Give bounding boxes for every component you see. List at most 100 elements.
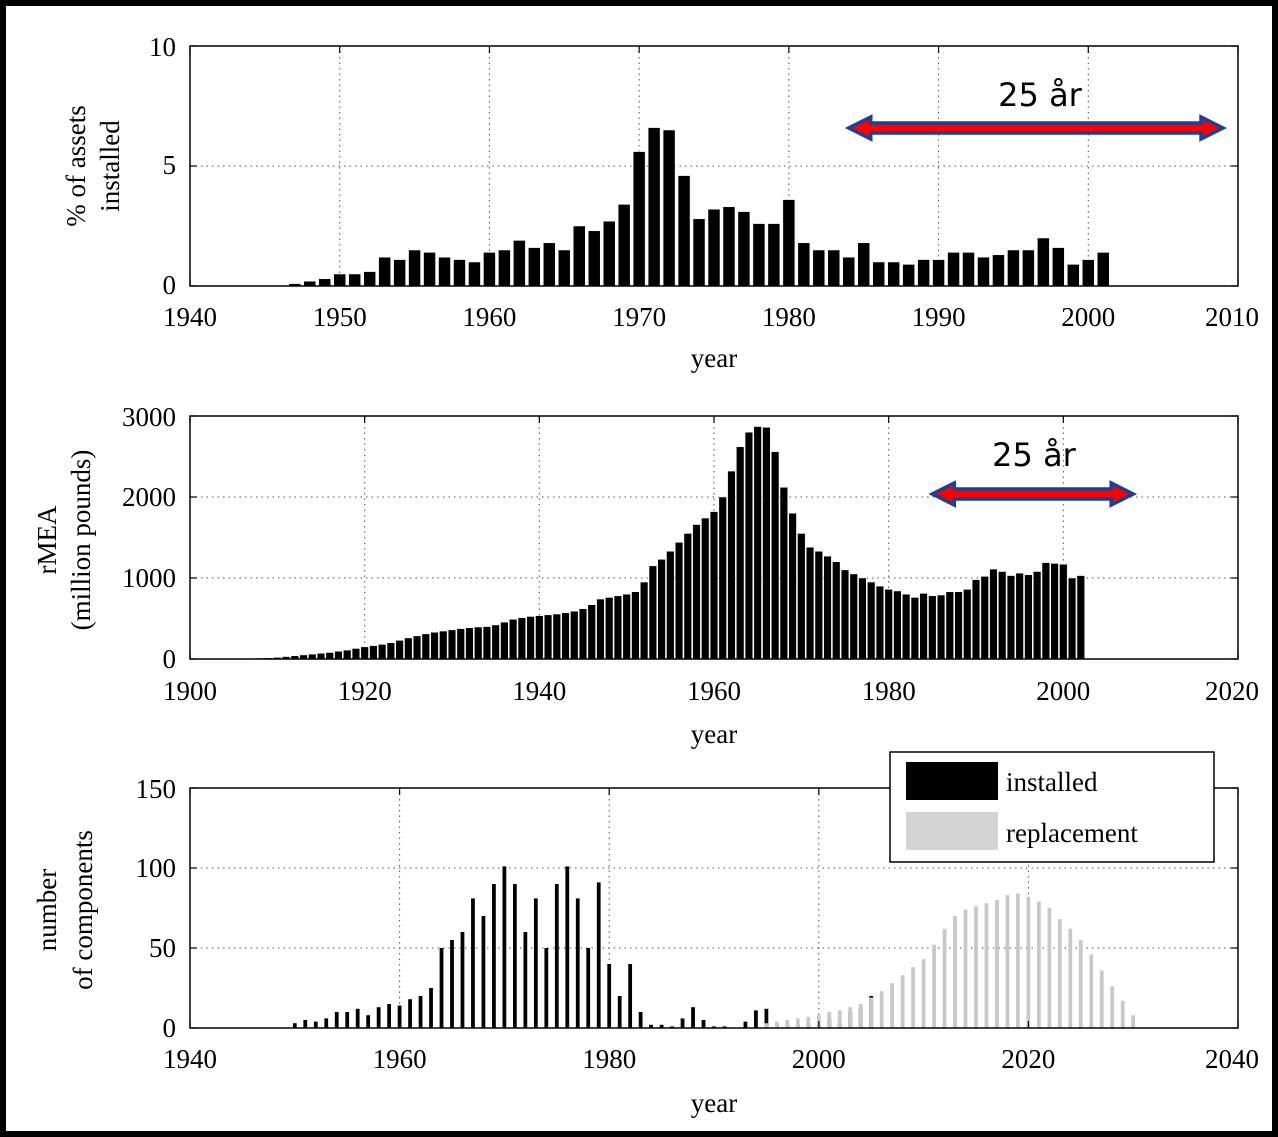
bar-installed — [754, 1010, 758, 1028]
bar-value — [570, 610, 579, 660]
bar-value — [814, 551, 823, 660]
bar-value — [468, 261, 481, 287]
bar-value — [596, 598, 605, 660]
bar-value — [573, 225, 586, 287]
bar-installed — [638, 1012, 643, 1028]
bar-value — [1024, 574, 1033, 660]
bar-value — [917, 259, 930, 287]
bar-value — [513, 240, 526, 287]
bar-value — [701, 517, 710, 660]
y-axis-label-line-2: (million pounds) — [66, 450, 96, 631]
bar-replacement — [774, 1021, 779, 1028]
bar-installed — [575, 898, 580, 1028]
bar-value — [842, 256, 855, 287]
bar-installed — [512, 884, 517, 1028]
y-tick-label: 2000 — [122, 482, 176, 512]
axis-ticks — [189, 45, 1239, 287]
bar-value — [622, 593, 631, 660]
bar-value — [528, 247, 541, 287]
bar-value — [928, 595, 937, 660]
bar-installed — [607, 964, 612, 1028]
bar-value — [482, 626, 492, 660]
x-axis-label: year — [691, 1088, 737, 1118]
bar-value — [744, 431, 754, 660]
bar-value — [1007, 249, 1020, 287]
bar-value — [797, 533, 806, 660]
y-axis-label-line-1: rMEA — [32, 505, 62, 574]
double-arrow — [928, 480, 1138, 508]
y-tick-label: 50 — [149, 933, 176, 963]
legend-label-installed: installed — [1006, 767, 1098, 797]
bar-installed — [701, 1020, 706, 1028]
bar-replacement — [1016, 893, 1020, 1028]
bar-value — [893, 590, 902, 660]
bar-value — [423, 252, 436, 287]
bar-value — [683, 533, 692, 660]
bar-installed — [617, 996, 622, 1028]
bar-installed — [460, 932, 465, 1028]
double-arrow-shape — [844, 114, 1227, 142]
x-tick-label: 1940 — [163, 1044, 217, 1074]
bars — [229, 426, 1085, 660]
bar-value — [1041, 562, 1050, 660]
bar-installed — [334, 1012, 339, 1028]
bar-value — [782, 199, 796, 287]
bar-replacement — [1131, 1015, 1136, 1028]
plot-area-frame — [189, 787, 1239, 1029]
x-tick-label: 2000 — [1036, 676, 1090, 706]
bar-value — [517, 617, 526, 660]
bar-installed — [303, 1020, 308, 1028]
bar-value — [736, 446, 745, 660]
bar-replacement — [1036, 901, 1041, 1028]
bar-value — [753, 426, 762, 660]
chart-panel-components: 0 50 100 150 1940 1960 1980 2000 2020 20… — [32, 751, 1259, 1118]
bar-value — [631, 591, 640, 660]
bar-installed — [544, 948, 549, 1028]
bar-installed — [481, 916, 486, 1028]
bar-installed — [408, 999, 412, 1028]
bar-value — [707, 208, 721, 287]
bar-value — [692, 524, 701, 660]
bar-installed — [492, 884, 496, 1028]
bar-replacement — [1110, 986, 1115, 1028]
bar-value — [980, 576, 989, 660]
bar-installed — [523, 932, 528, 1028]
bar-replacement — [858, 1004, 863, 1028]
bar-value — [378, 256, 391, 287]
bar-value — [456, 628, 465, 660]
bar-value — [662, 129, 676, 287]
bar-value — [605, 597, 614, 660]
bar-value — [779, 487, 788, 660]
bar-value — [587, 604, 596, 660]
bar-value — [849, 573, 858, 660]
bar-value — [945, 591, 954, 660]
y-tick-label: 3000 — [122, 402, 176, 432]
bar-value — [737, 211, 751, 287]
bar-value — [632, 151, 646, 287]
bar-installed — [439, 948, 444, 1028]
bar-value — [491, 624, 500, 660]
bar-value — [977, 256, 990, 287]
x-tick-label: 1920 — [338, 676, 392, 706]
bar-value — [558, 249, 571, 287]
x-axis-label: year — [691, 343, 737, 373]
bar-replacement — [795, 1018, 800, 1028]
bar-value — [1033, 571, 1042, 660]
bar-value — [561, 612, 570, 660]
bar-value — [962, 252, 975, 287]
x-tick-labels: 1940 1960 1980 2000 2020 2040 — [163, 1044, 1259, 1074]
bar-value — [875, 585, 885, 660]
x-tick-label: 1990 — [912, 302, 966, 332]
bar-installed — [313, 1021, 318, 1028]
bar-value — [613, 595, 623, 660]
bar-value — [884, 589, 893, 660]
legend-swatch-installed — [906, 762, 998, 800]
bar-installed — [429, 988, 433, 1028]
bar-replacement — [911, 967, 915, 1028]
bar-replacement — [984, 903, 989, 1028]
bar-installed — [680, 1018, 685, 1028]
bar-value — [647, 127, 661, 287]
bar-installed — [670, 1026, 674, 1028]
